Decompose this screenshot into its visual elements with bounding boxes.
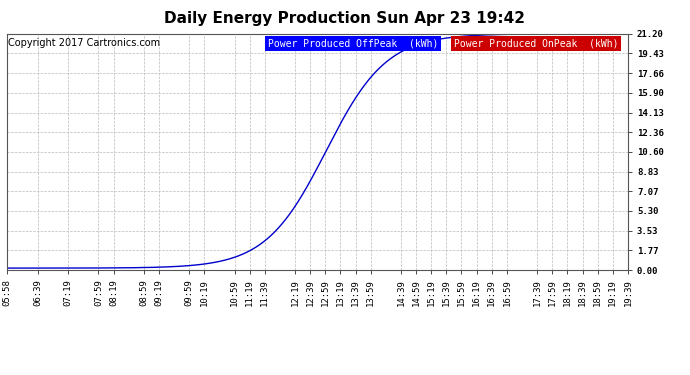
Text: Copyright 2017 Cartronics.com: Copyright 2017 Cartronics.com [8, 39, 160, 48]
Text: Daily Energy Production Sun Apr 23 19:42: Daily Energy Production Sun Apr 23 19:42 [164, 11, 526, 26]
Text: Power Produced OffPeak  (kWh): Power Produced OffPeak (kWh) [268, 39, 438, 48]
Text: Power Produced OnPeak  (kWh): Power Produced OnPeak (kWh) [454, 39, 618, 48]
